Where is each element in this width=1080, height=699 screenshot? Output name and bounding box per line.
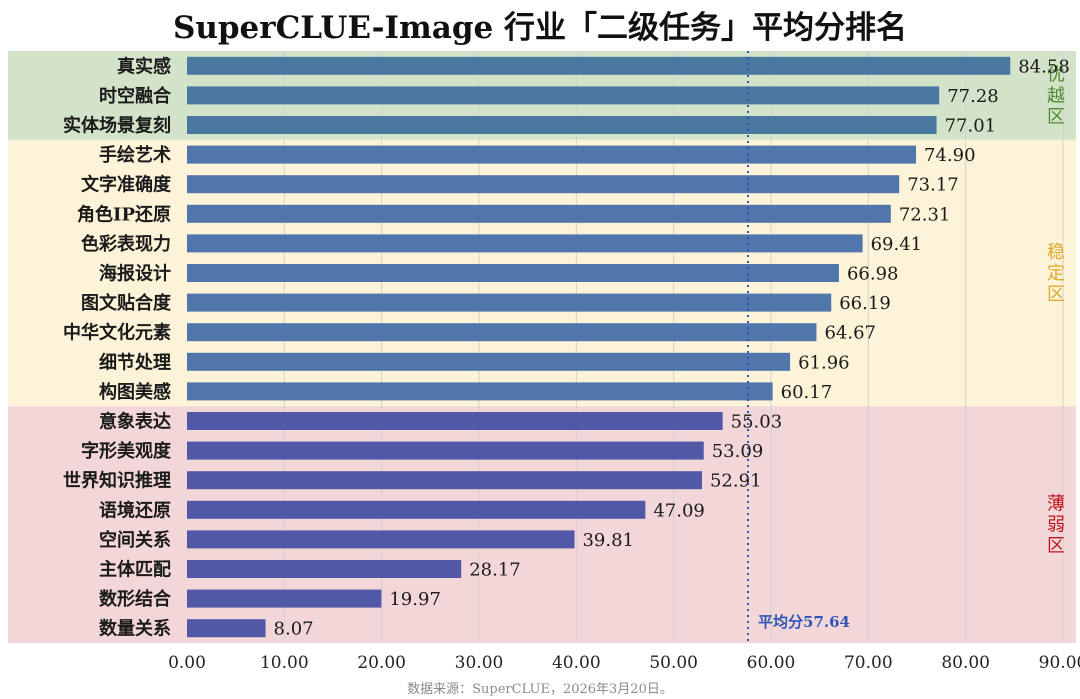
value-label: 52.91	[710, 471, 762, 492]
x-tick-label: 0.00	[168, 653, 206, 673]
x-tick-label: 20.00	[357, 653, 406, 673]
bar	[187, 116, 937, 134]
bar	[187, 234, 863, 253]
bar	[187, 500, 646, 519]
bar	[187, 56, 1011, 75]
bar	[187, 589, 382, 608]
value-label: 74.90	[924, 145, 976, 166]
bar	[187, 441, 704, 460]
value-label: 64.67	[824, 323, 876, 344]
x-tick-label: 40.00	[552, 653, 601, 673]
value-label: 73.17	[907, 175, 959, 196]
bar	[187, 175, 900, 194]
value-label: 47.09	[653, 500, 705, 521]
x-tick-label: 90.00	[1039, 653, 1080, 673]
x-tick-label: 10.00	[260, 653, 309, 673]
category-label: 世界知识推理	[63, 470, 171, 492]
category-label: 角色IP还原	[77, 203, 171, 225]
bars	[187, 56, 1011, 638]
x-tick-label: 60.00	[747, 653, 796, 673]
bar	[187, 619, 266, 638]
category-label: 细节处理	[99, 351, 171, 373]
category-label: 手绘艺术	[99, 144, 171, 166]
category-label: 语境还原	[99, 499, 171, 521]
average-label: 平均分57.64	[758, 613, 850, 631]
category-label: 主体匹配	[99, 559, 171, 581]
bar	[187, 264, 839, 282]
chart-title: SuperCLUE-Image 行业「二级任务」平均分排名	[172, 10, 908, 46]
zone-label: 优越区	[1047, 64, 1065, 127]
bar	[187, 560, 462, 578]
value-label: 19.97	[389, 589, 441, 610]
zone-label: 薄弱区	[1047, 494, 1065, 557]
x-tick-label: 70.00	[844, 653, 893, 673]
category-label: 意象表达	[99, 411, 171, 433]
x-tick-label: 30.00	[455, 653, 504, 673]
value-label: 61.96	[798, 352, 850, 373]
bar	[187, 293, 832, 312]
category-label: 海报设计	[99, 263, 171, 285]
category-label: 字形美观度	[81, 440, 172, 462]
value-label: 66.98	[847, 264, 899, 285]
bar	[187, 530, 575, 549]
category-label: 数形结合	[99, 588, 172, 610]
value-label: 69.41	[871, 234, 923, 255]
bar	[187, 145, 917, 164]
value-label: 55.03	[731, 412, 783, 433]
value-label: 39.81	[582, 530, 634, 551]
category-label: 图文贴合度	[81, 292, 172, 314]
bar	[187, 323, 817, 342]
x-tick-label: 50.00	[649, 653, 698, 673]
value-label: 66.19	[839, 293, 891, 314]
value-label: 53.09	[712, 441, 764, 462]
value-label: 28.17	[469, 560, 521, 581]
value-label: 77.01	[945, 116, 997, 137]
category-label: 色彩表现力	[81, 233, 171, 255]
category-label: 空间关系	[99, 529, 171, 551]
source-note: 数据来源：SuperCLUE，2026年3月20日。	[407, 682, 673, 697]
category-label: 中华文化元素	[63, 322, 171, 344]
category-label: 文字准确度	[81, 174, 172, 196]
value-label: 77.28	[947, 86, 999, 107]
value-label: 84.58	[1018, 56, 1070, 77]
bar	[187, 382, 773, 401]
value-label: 8.07	[274, 619, 314, 640]
category-label: 构图美感	[99, 381, 171, 403]
value-label: 60.17	[781, 382, 833, 403]
bar	[187, 471, 702, 490]
value-label: 72.31	[899, 204, 951, 225]
category-label: 数量关系	[99, 618, 171, 640]
category-label: 时空融合	[99, 85, 172, 107]
category-label: 实体场景复刻	[63, 115, 171, 137]
bar	[187, 204, 891, 223]
bar	[187, 412, 723, 430]
x-tick-label: 80.00	[941, 653, 990, 673]
category-label: 真实感	[117, 55, 171, 77]
bar	[187, 86, 940, 105]
zone-backgrounds	[8, 51, 1076, 643]
zone-label: 稳定区	[1047, 242, 1065, 305]
bar	[187, 352, 791, 371]
